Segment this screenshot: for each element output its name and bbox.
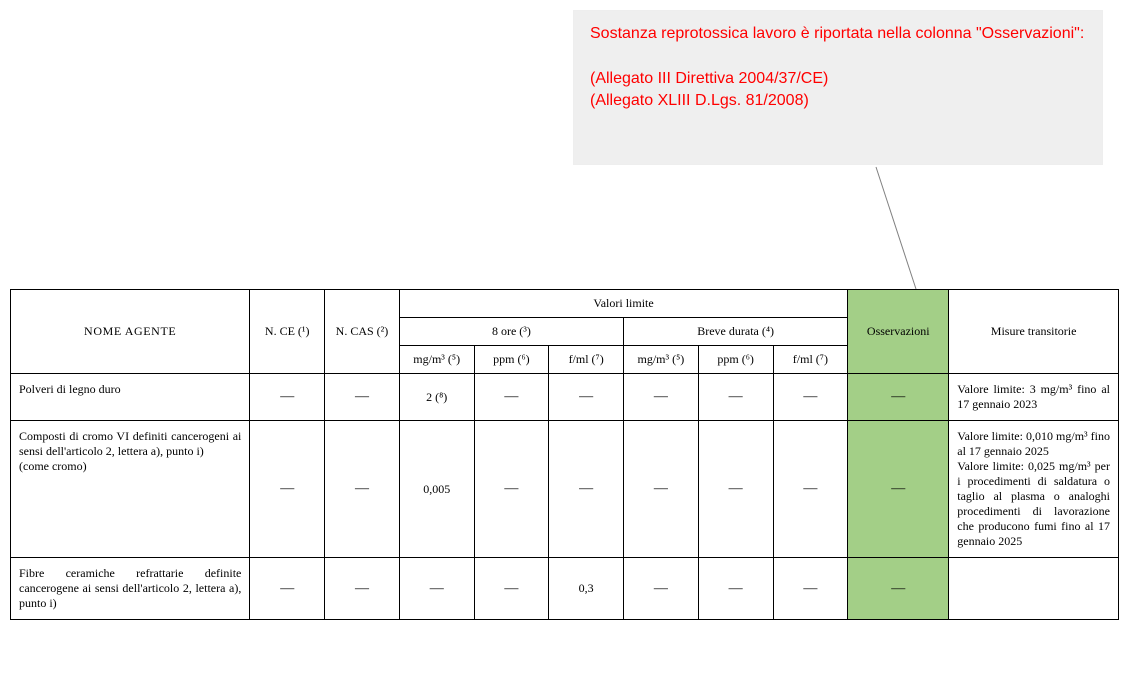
hdr-bd-fml: f/ml (⁷) [773,346,848,374]
cell-bd-mgm3: — [624,374,699,421]
cell-bd-fml: — [773,374,848,421]
table-row: Composti di cromo VI definiti cancerogen… [11,421,1119,558]
cell-8-mgm3: 0,005 [399,421,474,558]
hdr-bd-mgm3: mg/m³ (⁵) [624,346,699,374]
hdr-n-cas: N. CAS (²) [325,290,400,374]
hdr-osservazioni: Osservazioni [848,290,949,374]
cell-ncas: — [325,558,400,620]
hdr-n-ce: N. CE (¹) [250,290,325,374]
cell-misure: Valore limite: 3 mg/m³ fino al 17 gennai… [949,374,1119,421]
cell-8-mgm3: 2 (⁸) [399,374,474,421]
cell-8-ppm: — [474,558,549,620]
cell-ncas: — [325,421,400,558]
table-body: Polveri di legno duro — — 2 (⁸) — — — — … [11,374,1119,620]
cell-misure: Valore limite: 0,010 mg/m³ fino al 17 ge… [949,421,1119,558]
cell-agent: Fibre ceramiche refrattarie definite can… [11,558,250,620]
cell-nce: — [250,421,325,558]
cell-bd-ppm: — [698,558,773,620]
cell-agent: Composti di cromo VI definiti cancerogen… [11,421,250,558]
callout-line2: (Allegato III Direttiva 2004/37/CE) [590,68,1086,90]
cell-ncas: — [325,374,400,421]
cell-bd-mgm3: — [624,558,699,620]
page-root: Sostanza reprotossica lavoro è riportata… [0,0,1129,698]
hdr-bd-ppm: ppm (⁶) [698,346,773,374]
cell-bd-fml: — [773,558,848,620]
table-row: Fibre ceramiche refrattarie definite can… [11,558,1119,620]
callout-box: Sostanza reprotossica lavoro è riportata… [573,10,1103,165]
leader-line [876,167,916,289]
hdr-nome-agente: NOME AGENTE [11,290,250,374]
cell-agent: Polveri di legno duro [11,374,250,421]
cell-8-mgm3: — [399,558,474,620]
callout-line1: Sostanza reprotossica lavoro è riportata… [590,23,1086,45]
cell-8-fml: 0,3 [549,558,624,620]
cell-misure [949,558,1119,620]
hdr-misure: Misure transitorie [949,290,1119,374]
cell-nce: — [250,558,325,620]
cell-bd-ppm: — [698,374,773,421]
cell-oss: — [848,374,949,421]
hdr-8-fml: f/ml (⁷) [549,346,624,374]
cell-8-fml: — [549,374,624,421]
limits-table-wrap: NOME AGENTE N. CE (¹) N. CAS (²) Valori … [10,289,1119,620]
cell-oss: — [848,421,949,558]
cell-bd-ppm: — [698,421,773,558]
cell-8-ppm: — [474,421,549,558]
cell-bd-fml: — [773,421,848,558]
cell-oss: — [848,558,949,620]
cell-8-fml: — [549,421,624,558]
cell-nce: — [250,374,325,421]
hdr-8ore: 8 ore (³) [399,318,623,346]
hdr-breve-durata: Breve durata (⁴) [624,318,848,346]
cell-bd-mgm3: — [624,421,699,558]
limits-table: NOME AGENTE N. CE (¹) N. CAS (²) Valori … [10,289,1119,620]
hdr-valori-limite: Valori limite [399,290,847,318]
table-row: Polveri di legno duro — — 2 (⁸) — — — — … [11,374,1119,421]
callout-line3: (Allegato XLIII D.Lgs. 81/2008) [590,90,1086,112]
hdr-8-ppm: ppm (⁶) [474,346,549,374]
hdr-8-mgm3: mg/m³ (⁵) [399,346,474,374]
cell-8-ppm: — [474,374,549,421]
header-row-1: NOME AGENTE N. CE (¹) N. CAS (²) Valori … [11,290,1119,318]
